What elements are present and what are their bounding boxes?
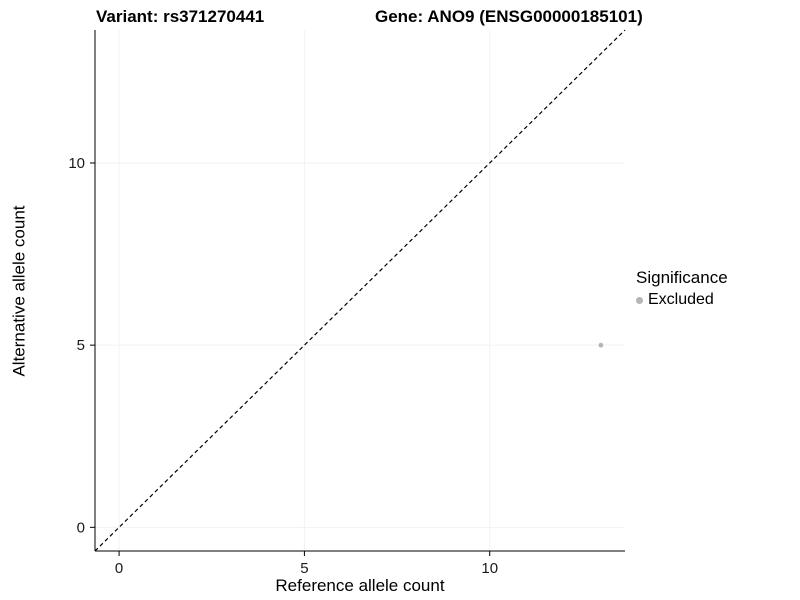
y-tick-label: 0 [77,519,85,536]
y-tick-label: 5 [77,337,85,354]
x-axis-title: Reference allele count [275,576,445,595]
x-tick-label: 10 [481,560,498,577]
legend-item-label: Excluded [648,291,714,308]
x-tick-label: 5 [300,560,308,577]
y-tick-label: 10 [68,155,85,172]
x-tick-label: 0 [115,560,123,577]
data-point [598,342,604,348]
legend-point-icon [636,296,643,304]
legend: Significance Excluded [636,268,728,309]
y-axis-title: Alternative allele count [9,205,29,377]
chart-title-gene: Gene: ANO9 (ENSG00000185101) [375,7,643,26]
chart-title-variant: Variant: rs371270441 [96,7,265,26]
legend-item-excluded: Excluded [636,291,728,309]
identity-line [94,29,626,552]
legend-title: Significance [636,268,728,287]
